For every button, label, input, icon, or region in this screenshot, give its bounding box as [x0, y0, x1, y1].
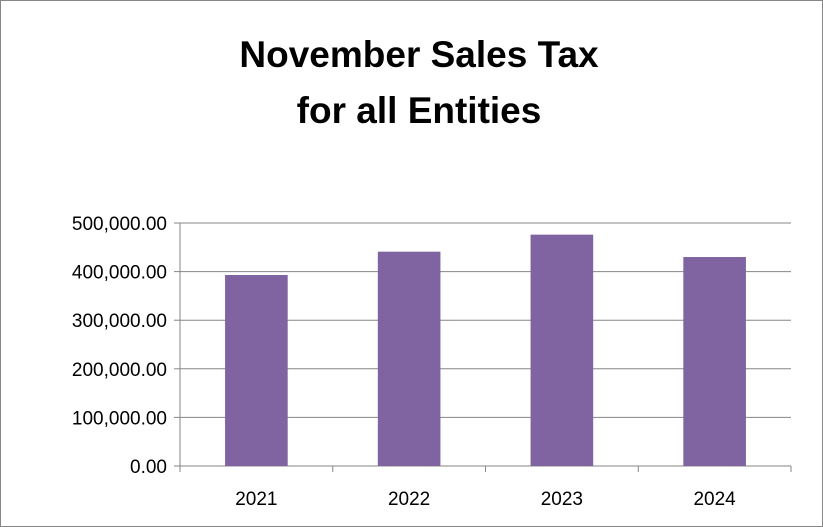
x-tick-label-2021: 2021 — [235, 489, 277, 510]
bar-2024 — [683, 257, 746, 466]
bars — [225, 234, 746, 466]
x-tick-labels: 2021 2022 2023 2024 — [235, 489, 736, 510]
x-tick-label-2023: 2023 — [541, 489, 583, 510]
y-tick-label-1: 100,000.00 — [72, 408, 167, 429]
chart-title-line-1: November Sales Tax — [239, 34, 599, 75]
y-tick-label-3: 300,000.00 — [72, 311, 167, 332]
x-tick-label-2024: 2024 — [693, 489, 736, 510]
y-tick-label-4: 400,000.00 — [72, 263, 167, 284]
y-tick-label-0: 0.00 — [130, 457, 167, 478]
y-tick-label-2: 200,000.00 — [72, 360, 167, 381]
chart-title: November Sales Tax for all Entities — [239, 34, 599, 131]
bar-2023 — [530, 234, 594, 466]
chart-title-line-2: for all Entities — [297, 90, 542, 131]
bar-2022 — [377, 251, 441, 466]
y-tick-label-5: 500,000.00 — [72, 214, 167, 235]
y-tick-labels: 0.00 100,000.00 200,000.00 300,000.00 400,00… — [72, 214, 167, 478]
bar-2021 — [225, 275, 288, 466]
x-tick-label-2022: 2022 — [388, 489, 430, 510]
